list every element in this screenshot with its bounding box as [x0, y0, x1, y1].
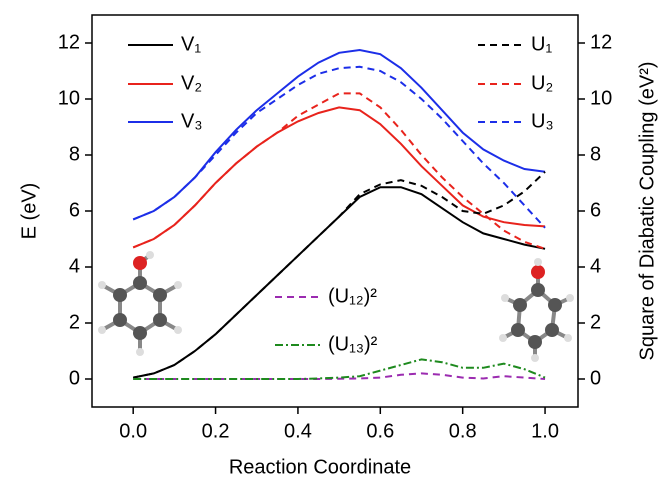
x-tick-label: 0.8	[449, 420, 477, 442]
y-axis-label: E (eV)	[18, 183, 40, 240]
x-axis-label: Reaction Coordinate	[229, 456, 411, 478]
y-tick-label: 10	[58, 87, 80, 109]
y2-axis-label: Square of Diabatic Coupling (eV²)	[636, 61, 658, 360]
y2-tick-label: 2	[590, 311, 601, 333]
y2-tick-label: 6	[590, 199, 601, 221]
y2-tick-label: 12	[590, 31, 612, 53]
series-line	[133, 373, 545, 379]
legend-label: U₁	[531, 33, 552, 55]
y-tick-label: 6	[69, 199, 80, 221]
legend-label: U₂	[531, 72, 553, 94]
y2-tick-label: 10	[590, 87, 612, 109]
y-tick-label: 12	[58, 31, 80, 53]
chart: Reaction Coordinate E (eV) Square of Dia…	[0, 0, 663, 489]
molecule-right	[499, 258, 574, 362]
y-tick-label: 2	[69, 311, 80, 333]
x-tick-label: 0.4	[284, 420, 312, 442]
legend-label: (U₁₃)²	[328, 333, 378, 355]
legend-label: (U₁₂)²	[328, 285, 377, 307]
x-tick-label: 0.6	[366, 420, 394, 442]
molecule-left	[98, 251, 182, 356]
series-line	[133, 359, 545, 379]
legend-label: V₃	[181, 110, 202, 132]
x-tick-label: 0.2	[202, 420, 230, 442]
y-tick-label: 0	[69, 367, 80, 389]
y2-tick-label: 0	[590, 367, 601, 389]
x-tick-label: 1.0	[531, 420, 559, 442]
x-tick-label: 0.0	[119, 420, 147, 442]
legend-label: U₃	[531, 110, 554, 132]
legend-label: V₁	[181, 33, 201, 55]
y2-tick-label: 4	[590, 255, 601, 277]
y-tick-label: 4	[69, 255, 80, 277]
legend-label: V₂	[181, 72, 202, 94]
y-tick-label: 8	[69, 143, 80, 165]
y2-tick-label: 8	[590, 143, 601, 165]
